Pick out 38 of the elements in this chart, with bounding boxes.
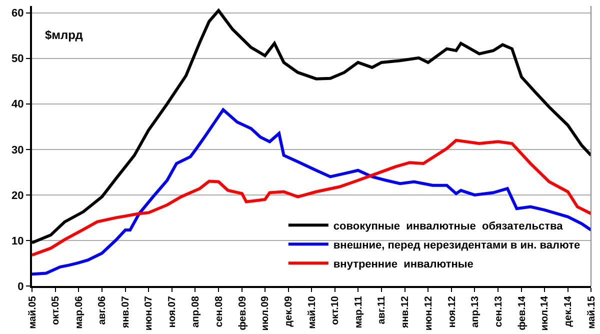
x-tick-label: ноя.07 — [167, 296, 178, 328]
x-tick-label: сен.08 — [214, 296, 225, 328]
line-series — [32, 108, 591, 276]
y-tick-label: 60 — [12, 8, 24, 20]
x-tick-label: сен.13 — [493, 296, 504, 328]
x-tick-label: дек.09 — [284, 296, 295, 327]
x-tick-label: июл.14 — [540, 296, 551, 331]
x-tick-label: авг.06 — [97, 296, 108, 325]
x-tick-label: май.05 — [27, 296, 38, 329]
x-tick-label: май.10 — [306, 296, 318, 329]
x-tick-label: дек.14 — [563, 296, 574, 327]
x-tick-label: фев.14 — [516, 296, 528, 330]
x-tick-label: окт.05 — [50, 296, 62, 326]
y-tick-label: 30 — [12, 144, 24, 156]
x-tick-label: июл.09 — [260, 296, 272, 331]
x-tick-label: янв.07 — [120, 296, 132, 328]
x-tick-label: авг.11 — [376, 296, 388, 324]
x-tick-label: фев.09 — [237, 296, 248, 330]
x-tick-label: июн.12 — [423, 296, 434, 331]
y-tick-label: 0 — [18, 280, 24, 293]
x-tick-label: мар.06 — [74, 296, 85, 329]
x-tick-label: апр.08 — [190, 296, 202, 328]
x-tick-label: июн.07 — [144, 296, 155, 331]
line-series — [32, 138, 591, 257]
y-axis-title: $млрд — [45, 28, 84, 42]
y-tick-label: 20 — [12, 190, 24, 202]
legend-label: внешние, перед нерезидентами в ин. валюте — [333, 239, 580, 252]
x-tick-label: май.15 — [586, 296, 598, 329]
x-tick-label: ноя.12 — [446, 296, 458, 328]
x-tick-label: апр.13 — [470, 296, 481, 328]
y-tick-label: 40 — [12, 98, 24, 111]
legend-label: внутренние инвалютные — [333, 258, 474, 270]
y-tick-label: 50 — [12, 53, 24, 66]
legend-label: совокупные инвалютные обязательства — [333, 220, 564, 232]
x-tick-label: янв.12 — [400, 296, 412, 328]
x-tick-label: окт.10 — [330, 296, 342, 326]
y-tick-label: 10 — [12, 235, 24, 248]
x-tick-label: мар.11 — [353, 296, 364, 328]
